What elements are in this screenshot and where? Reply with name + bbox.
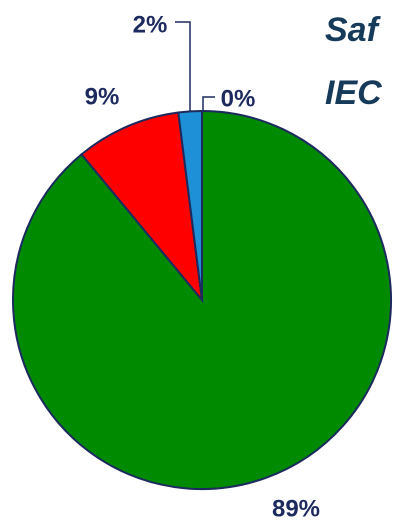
data-label: 2% (133, 11, 168, 38)
pie-slice (177, 109, 203, 301)
data-label: 0% (221, 85, 256, 112)
data-label: 9% (85, 83, 120, 110)
heading-line: Saf (325, 11, 382, 49)
leader-line (175, 21, 191, 112)
data-label: 89% (272, 495, 320, 522)
leader-line (202, 96, 215, 112)
heading-line: IEC (325, 74, 382, 112)
pie-slice (80, 111, 204, 304)
